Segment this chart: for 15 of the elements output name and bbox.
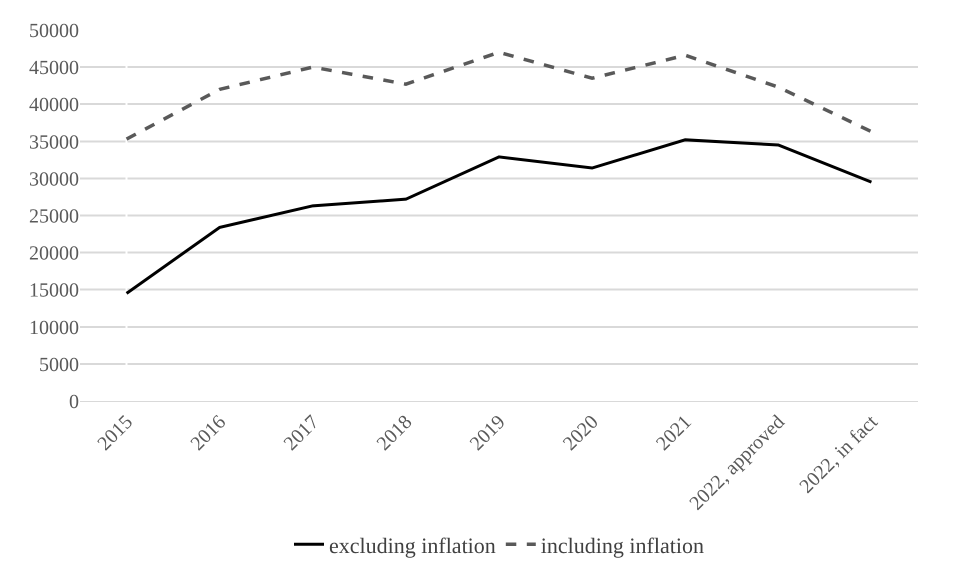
y-tick-label: 30000: [29, 168, 79, 190]
y-tick-label: 5000: [39, 354, 79, 376]
y-tick-label: 35000: [29, 131, 79, 154]
legend-label: including inflation: [540, 532, 704, 558]
y-tick-label: 50000: [29, 20, 79, 42]
legend-label: excluding inflation: [329, 532, 496, 558]
line-series: [125, 138, 873, 295]
line-series: [124, 50, 874, 141]
y-tick-label: 15000: [29, 280, 79, 302]
y-tick-label: 25000: [29, 206, 79, 228]
y-tick-label: 0: [69, 391, 79, 413]
y-tick-label: 40000: [29, 94, 79, 116]
y-tick-label: 45000: [29, 57, 79, 80]
y-tick-label: 10000: [29, 316, 79, 339]
y-tick-label: 20000: [29, 242, 79, 265]
